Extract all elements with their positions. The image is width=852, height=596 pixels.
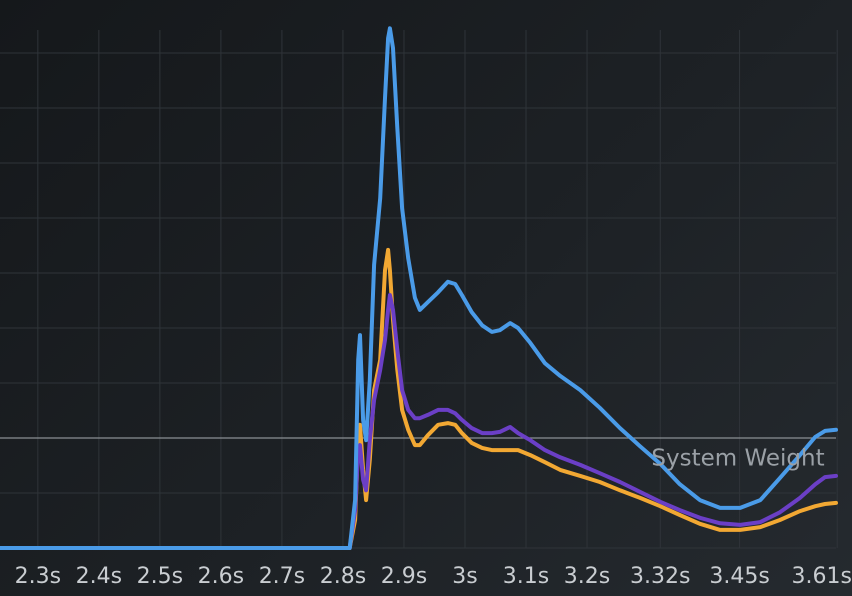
x-tick-label: 2.9s — [381, 564, 427, 589]
x-tick-label: 2.6s — [198, 564, 244, 589]
x-tick-label: 3.61s — [792, 564, 852, 589]
series-line — [0, 26, 838, 550]
x-tick-label: 3.45s — [709, 564, 769, 589]
x-tick-label: 2.8s — [320, 564, 366, 589]
x-tick-label: 2.5s — [137, 564, 183, 589]
x-tick-label: 3.32s — [630, 564, 690, 589]
x-tick-label: 2.7s — [259, 564, 305, 589]
reference-label: System Weight — [651, 446, 824, 472]
x-tick-label: 3.1s — [503, 564, 549, 589]
x-tick-label: 2.3s — [15, 564, 61, 589]
x-tick-label: 2.4s — [76, 564, 122, 589]
x-tick-label: 3s — [452, 564, 477, 589]
x-tick-label: 3.2s — [564, 564, 610, 589]
series-line — [0, 293, 838, 550]
